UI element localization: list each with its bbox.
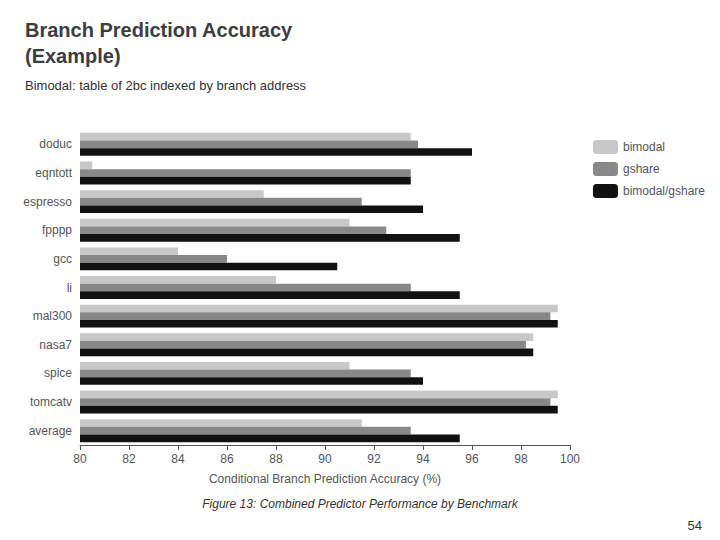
svg-text:86: 86 (220, 452, 234, 466)
svg-text:84: 84 (171, 452, 185, 466)
svg-text:(Example): (Example) (25, 45, 121, 67)
svg-text:nasa7: nasa7 (39, 338, 72, 352)
svg-text:90: 90 (318, 452, 332, 466)
svg-text:fpppp: fpppp (42, 223, 72, 237)
svg-text:gcc: gcc (53, 252, 72, 266)
svg-text:espresso: espresso (23, 195, 72, 209)
svg-text:98: 98 (514, 452, 528, 466)
svg-text:mal300: mal300 (33, 309, 73, 323)
svg-text:Bimodal: table of 2bc indexed: Bimodal: table of 2bc indexed by branch … (25, 78, 307, 93)
svg-text:100: 100 (560, 452, 580, 466)
svg-text:54: 54 (688, 518, 702, 533)
svg-text:96: 96 (465, 452, 479, 466)
svg-text:bimodal/gshare: bimodal/gshare (623, 184, 705, 198)
svg-text:bimodal: bimodal (623, 140, 665, 154)
svg-text:li: li (67, 281, 72, 295)
svg-text:spice: spice (44, 366, 72, 380)
svg-text:average: average (29, 424, 73, 438)
svg-text:doduc: doduc (39, 137, 72, 151)
svg-text:eqntott: eqntott (35, 166, 72, 180)
svg-text:Branch Prediction Accuracy: Branch Prediction Accuracy (25, 19, 293, 41)
svg-text:gshare: gshare (623, 162, 660, 176)
svg-text:94: 94 (416, 452, 430, 466)
svg-text:88: 88 (269, 452, 283, 466)
svg-text:Figure 13: Combined Predictor: Figure 13: Combined Predictor Performanc… (202, 497, 518, 511)
svg-text:Conditional Branch Prediction: Conditional Branch Prediction Accuracy (… (209, 472, 441, 486)
svg-text:92: 92 (367, 452, 381, 466)
svg-text:tomcatv: tomcatv (30, 395, 72, 409)
svg-text:82: 82 (122, 452, 136, 466)
svg-text:80: 80 (73, 452, 87, 466)
